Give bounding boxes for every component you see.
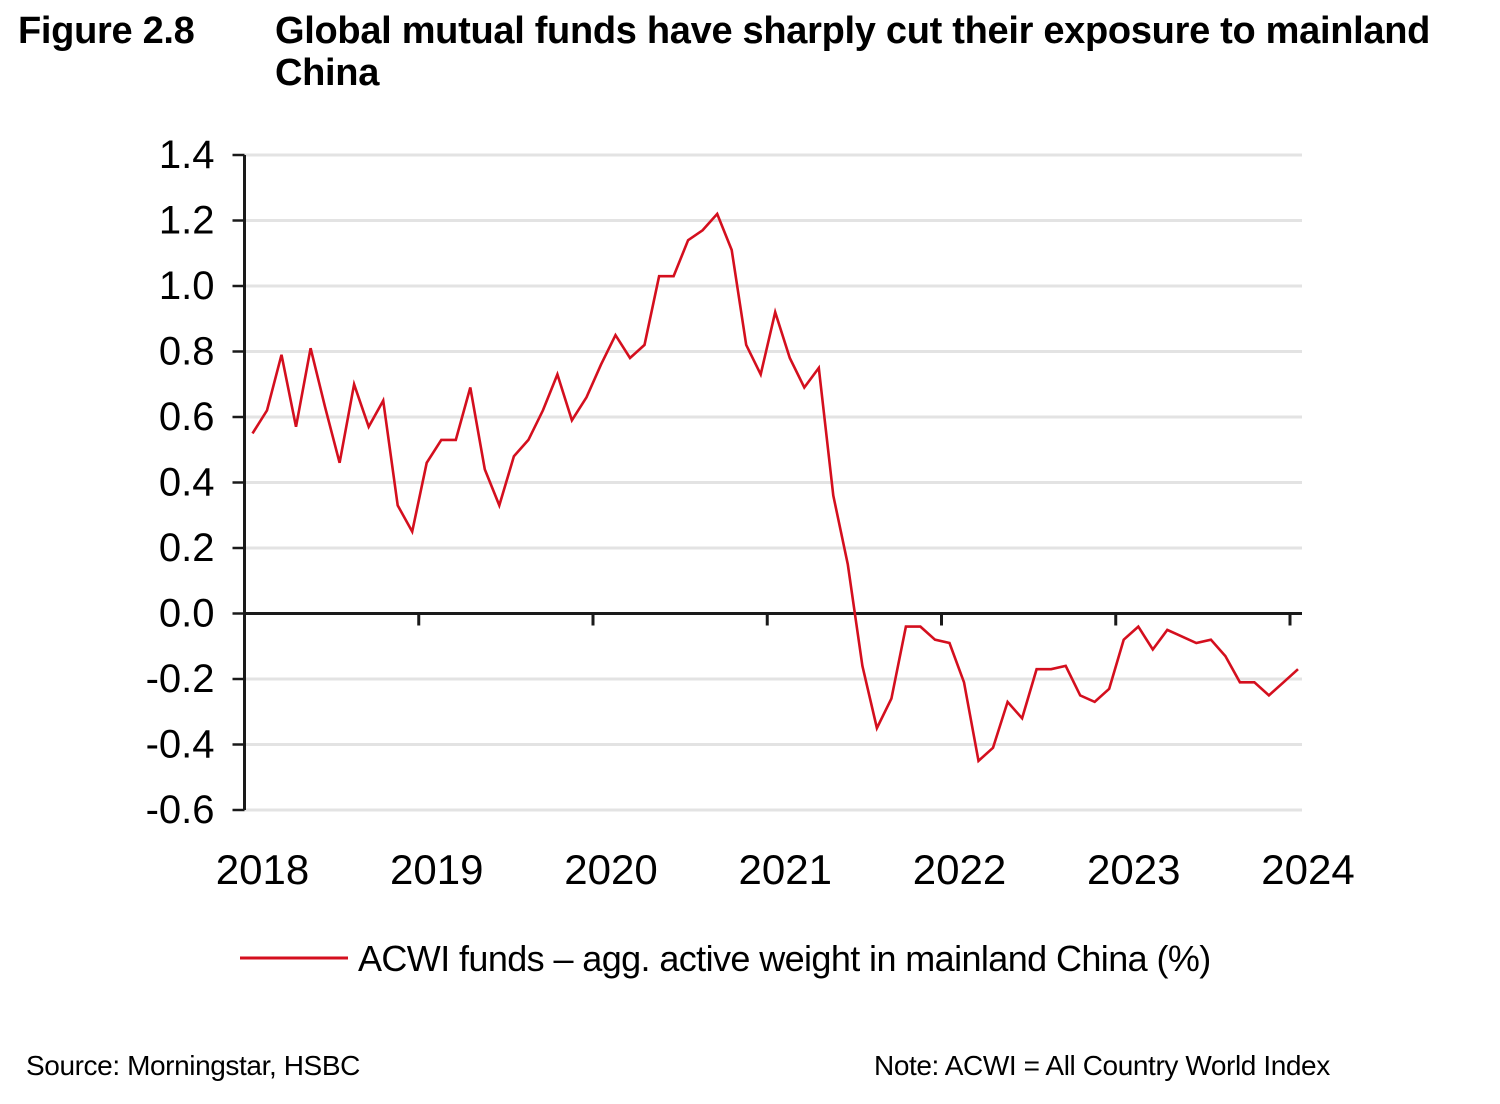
y-tick-label: 1.4 [159,133,215,177]
legend-label: ACWI funds – agg. active weight in mainl… [358,938,1211,979]
source-note: Source: Morningstar, HSBC [26,1050,360,1081]
line-chart: 1.4 1.2 1.0 0.8 0.6 0.4 0.2 0.0 -0.2 -0.4 -0.6 201… [146,133,1355,979]
x-axis: 2018 2019 2020 2021 2022 2023 2024 [216,612,1355,893]
x-tick-label: 2024 [1261,846,1354,893]
y-tick-label: -0.6 [146,788,215,832]
figure-number: Figure 2.8 [18,10,195,52]
figure-title: Global mutual funds have sharply cut the… [275,10,1431,94]
gridlines [244,153,1302,812]
y-tick-label: 0.6 [159,395,215,439]
series-layer [251,211,1299,764]
x-tick-label: 2019 [390,846,483,893]
y-tick-label: 1.2 [159,199,215,243]
footnote: Note: ACWI = All Country World Index [874,1050,1330,1081]
x-tick-label: 2018 [216,846,309,893]
legend: ACWI funds – agg. active weight in mainl… [240,938,1211,979]
y-tick-label: 0.0 [159,592,215,636]
x-tick-label: 2021 [739,846,832,893]
y-tick-label: -0.4 [146,723,215,767]
x-tick-label: 2023 [1087,846,1180,893]
y-tick-label: 0.4 [159,461,215,505]
x-tick-label: 2020 [564,846,657,893]
y-tick-label: -0.2 [146,657,215,701]
x-tick-label: 2022 [913,846,1006,893]
y-tick-label: 0.2 [159,526,215,570]
y-tick-label: 1.0 [159,264,215,308]
y-axis: 1.4 1.2 1.0 0.8 0.6 0.4 0.2 0.0 -0.2 -0.4 -0.6 [146,133,246,832]
y-tick-label: 0.8 [159,330,215,374]
